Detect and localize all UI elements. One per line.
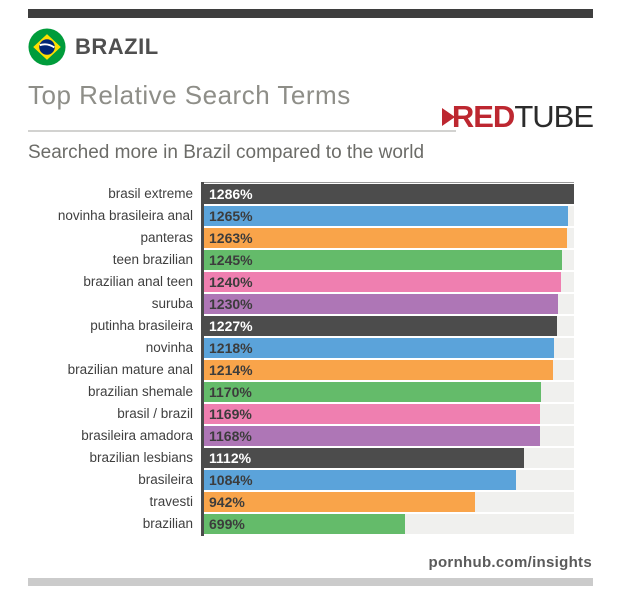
chart-row: novinha 1218% <box>28 338 574 358</box>
bar-value-label: 1286% <box>209 186 253 202</box>
brazil-flag-icon <box>28 28 66 66</box>
y-axis-line <box>201 182 204 536</box>
bar-track: 1214% <box>204 360 574 380</box>
country-name: BRAZIL <box>75 34 159 59</box>
title-divider <box>28 130 456 132</box>
bar: 1245% <box>204 250 563 270</box>
chart-subtitle: Searched more in Brazil compared to the … <box>28 142 425 163</box>
chart-row: putinha brasileira 1227% <box>28 316 574 336</box>
bar: 1218% <box>204 338 555 358</box>
redtube-logo: RED TUBE <box>441 99 594 135</box>
bar-label: brazilian lesbians <box>89 450 193 465</box>
chart-row: panteras 1263% <box>28 228 574 248</box>
bar-track: 1230% <box>204 294 574 314</box>
bar-label: brasileira <box>138 472 193 487</box>
bar-value-label: 1170% <box>209 384 252 400</box>
bar: 1169% <box>204 404 541 424</box>
bar-label: brazilian shemale <box>87 384 193 399</box>
bottom-accent-strip <box>28 578 593 586</box>
bar-label: travesti <box>149 494 193 509</box>
bar-label: novinha brasileira anal <box>57 208 193 223</box>
bar-value-label: 699% <box>209 516 245 532</box>
bar-label: brazilian <box>142 516 193 531</box>
source-url: pornhub.com/insights <box>428 554 592 571</box>
chart-row: novinha brasileira anal 1265% <box>28 206 574 226</box>
bar-value-label: 1265% <box>209 208 253 224</box>
bar-value-label: 1240% <box>209 274 253 290</box>
bar-track: 942% <box>204 492 574 512</box>
chart-row: brazilian mature anal 1214% <box>28 360 574 380</box>
bar: 1168% <box>204 426 541 446</box>
bar-track: 1240% <box>204 272 574 292</box>
chart-row: brazilian shemale 1170% <box>28 382 574 402</box>
chart-top-border <box>204 182 574 183</box>
bar-value-label: 1230% <box>209 296 253 312</box>
chart-row: brasil / brazil 1169% <box>28 404 574 424</box>
chart-row: brazilian lesbians 1112% <box>28 448 574 468</box>
bar-label: panteras <box>140 230 193 245</box>
page-title: Top Relative Search Terms <box>28 80 351 110</box>
chart-row: teen brazilian 1245% <box>28 250 574 270</box>
bar: 1227% <box>204 316 558 336</box>
top-accent-strip <box>28 9 593 18</box>
bar-label: brasileira amadora <box>81 428 193 443</box>
bar-track: 1265% <box>204 206 574 226</box>
bar-label: suruba <box>151 296 193 311</box>
bar-label: brasil / brazil <box>117 406 193 421</box>
bar-track: 1170% <box>204 382 574 402</box>
bar-value-label: 1218% <box>209 340 253 356</box>
bar-value-label: 1263% <box>209 230 253 246</box>
chart-row: brasileira amadora 1168% <box>28 426 574 446</box>
chart-row: brazilian 699% <box>28 514 574 534</box>
bar-value-label: 1084% <box>209 472 253 488</box>
bar-label: brazilian anal teen <box>83 274 193 289</box>
bar: 1265% <box>204 206 568 226</box>
bar-label: novinha <box>145 340 193 355</box>
chart-row: brasil extreme 1286% <box>28 184 574 204</box>
bar-chart: brasil extreme 1286% novinha brasileira an… <box>28 182 574 536</box>
bar-value-label: 1214% <box>209 362 253 378</box>
bar-label: brazilian mature anal <box>67 362 193 377</box>
bar-track: 1169% <box>204 404 574 424</box>
chart-row: brazilian anal teen 1240% <box>28 272 574 292</box>
bar: 1230% <box>204 294 558 314</box>
redtube-logo-red: RED <box>451 99 515 134</box>
bar-track: 699% <box>204 514 574 534</box>
bar: 1170% <box>204 382 541 402</box>
bar-track: 1263% <box>204 228 574 248</box>
bar-value-label: 1227% <box>209 318 253 334</box>
bar-value-label: 1168% <box>209 428 252 444</box>
play-triangle-icon <box>441 108 455 126</box>
bar: 1240% <box>204 272 561 292</box>
bar: 699% <box>204 514 406 534</box>
bar-track: 1286% <box>204 184 574 204</box>
bar-value-label: 1245% <box>209 252 253 268</box>
bar-track: 1168% <box>204 426 574 446</box>
bar: 1112% <box>204 448 524 468</box>
bar-rows: brasil extreme 1286% novinha brasileira an… <box>28 184 574 534</box>
bar-label: putinha brasileira <box>90 318 193 333</box>
bar-track: 1245% <box>204 250 574 270</box>
bar-track: 1227% <box>204 316 574 336</box>
header: BRAZIL <box>28 27 159 67</box>
bar-label: teen brazilian <box>112 252 193 267</box>
bar-track: 1084% <box>204 470 574 490</box>
bar-value-label: 942% <box>209 494 245 510</box>
chart-row: brasileira 1084% <box>28 470 574 490</box>
bar: 942% <box>204 492 476 512</box>
bar: 1084% <box>204 470 516 490</box>
bar-track: 1218% <box>204 338 574 358</box>
chart-row: suruba 1230% <box>28 294 574 314</box>
bar-label: brasil extreme <box>108 186 193 201</box>
bar-value-label: 1169% <box>209 406 252 422</box>
bar: 1263% <box>204 228 568 248</box>
bar-track: 1112% <box>204 448 574 468</box>
bar: 1214% <box>204 360 554 380</box>
redtube-logo-tube: TUBE <box>514 99 594 134</box>
chart-row: travesti 942% <box>28 492 574 512</box>
bar: 1286% <box>204 184 574 204</box>
bar-value-label: 1112% <box>209 450 252 466</box>
